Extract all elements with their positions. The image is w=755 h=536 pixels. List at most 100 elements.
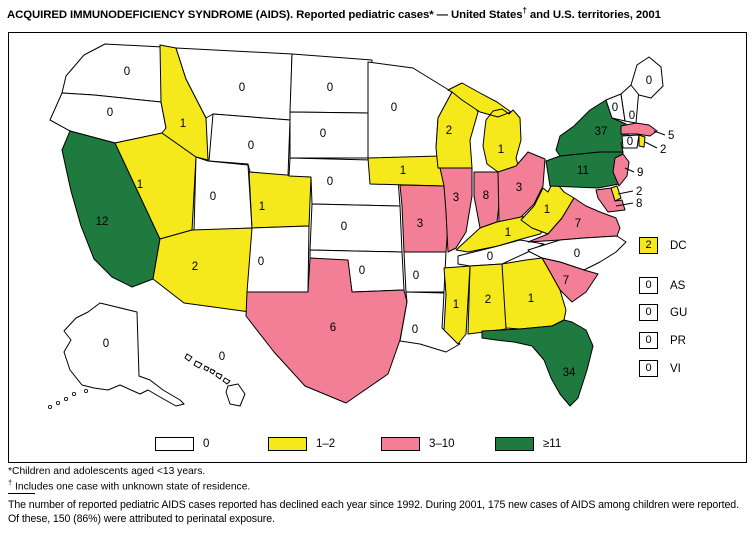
- state-value-NE: 0: [327, 176, 333, 188]
- territory-code-pr: PR: [670, 334, 686, 347]
- state-value-CA: 12: [96, 216, 109, 228]
- state-value-WI: 2: [446, 125, 452, 137]
- state-value-MO: 3: [417, 218, 423, 230]
- state-MO: [399, 184, 450, 253]
- state-value-VA: 7: [575, 218, 581, 230]
- state-LA: [399, 291, 461, 353]
- state-value-CT: 0: [627, 136, 633, 148]
- state-value-MT: 0: [239, 82, 245, 94]
- territory-box-vi: 0: [639, 360, 658, 377]
- legend-swatch-2: [381, 436, 420, 451]
- state-value-TX: 6: [330, 322, 336, 334]
- state-UT: [193, 156, 253, 232]
- legend-label-2: 3–10: [429, 437, 455, 450]
- territory-code-gu: GU: [670, 306, 688, 319]
- state-MI: [447, 82, 522, 173]
- footnote-children: *Children and adolescents aged <13 years…: [8, 466, 206, 477]
- figure-title: ACQUIRED IMMUNODEFICIENCY SYNDROME (AIDS…: [7, 6, 753, 21]
- callout-line-RI: [644, 141, 658, 149]
- territory-code-dc: DC: [670, 239, 687, 252]
- state-value-KS: 0: [341, 221, 347, 233]
- state-SD: [289, 111, 372, 159]
- state-value-TN: 0: [487, 251, 493, 263]
- aleutian-island-dot-4: [84, 388, 89, 393]
- state-value-OH: 3: [516, 182, 522, 194]
- figure-title-text: ACQUIRED IMMUNODEFICIENCY SYNDROME (AIDS…: [7, 8, 523, 21]
- state-value-NH: 0: [629, 110, 635, 122]
- state-HI: [184, 353, 246, 407]
- state-KS: [309, 203, 403, 253]
- state-value-LA: 0: [412, 324, 418, 336]
- state-NM: [246, 225, 310, 293]
- state-value-GA: 1: [528, 293, 534, 305]
- callout-line-MD: [615, 202, 634, 207]
- aleutian-island-dot-2: [56, 400, 61, 405]
- state-value-MS: 1: [453, 299, 459, 311]
- state-value-MI: 1: [498, 144, 504, 156]
- aleutian-island-dot-3: [48, 404, 53, 409]
- state-value-DE: 2: [636, 186, 642, 198]
- state-WV: [520, 179, 575, 235]
- figure-caption: The number of reported pediatric AIDS ca…: [8, 499, 739, 525]
- territory-row-pr: 0 PR: [639, 332, 686, 349]
- state-CT: [621, 134, 640, 149]
- legend-label-1: 1–2: [316, 437, 336, 450]
- territory-code-as: AS: [670, 279, 686, 292]
- state-TX: [245, 257, 408, 404]
- legend-item-3: ≥11: [495, 436, 561, 451]
- territory-row-dc: 2 DC: [639, 237, 687, 254]
- state-TN: [457, 239, 545, 267]
- footnote-dagger: †: [8, 478, 13, 487]
- territory-row-as: 0 AS: [639, 277, 685, 294]
- territory-row-vi: 0 VI: [639, 360, 681, 377]
- legend-label-3: ≥11: [543, 437, 562, 450]
- state-ME: [630, 56, 664, 99]
- state-value-AZ: 2: [192, 261, 198, 273]
- territory-row-gu: 0 GU: [639, 304, 687, 321]
- state-value-SC: 7: [563, 275, 569, 287]
- legend-swatch-1: [268, 436, 307, 451]
- callout-line-MA: [653, 130, 666, 136]
- legend-swatch-3: [495, 436, 534, 451]
- state-NC: [527, 235, 627, 271]
- callout-line-NJ: [624, 167, 635, 173]
- state-AK: [63, 302, 185, 407]
- state-WA: [61, 43, 164, 103]
- footnote-unknown-state-text: Includes one case with unknown state of …: [12, 481, 251, 493]
- state-value-AR: 0: [413, 270, 419, 282]
- state-MA: [620, 122, 658, 137]
- legend-item-1: 1–2: [268, 436, 335, 451]
- state-value-ME: 0: [646, 75, 652, 87]
- territory-box-as: 0: [639, 277, 658, 294]
- state-value-NM: 0: [258, 256, 264, 268]
- state-value-FL: 34: [563, 367, 576, 379]
- figure-title-dagger: †: [522, 6, 527, 15]
- legend-label-0: 0: [203, 437, 210, 450]
- legend-item-2: 3–10: [381, 436, 455, 451]
- state-value-IN: 8: [483, 190, 489, 202]
- state-value-NV: 1: [137, 179, 143, 191]
- state-NJ: [612, 153, 630, 187]
- state-value-NY: 37: [595, 126, 608, 138]
- state-value-WA: 0: [124, 66, 130, 78]
- state-value-ND: 0: [327, 82, 333, 94]
- state-value-AK: 0: [103, 338, 109, 350]
- state-value-PA: 11: [577, 165, 589, 177]
- state-value-VT: 0: [612, 102, 618, 114]
- state-IL: [439, 167, 473, 253]
- callout-line-DE: [617, 190, 634, 195]
- state-value-CO: 1: [259, 201, 265, 213]
- state-value-SD: 0: [320, 128, 326, 140]
- state-value-WV: 1: [544, 204, 550, 216]
- state-value-MA: 5: [668, 130, 674, 142]
- footnote-divider: [8, 493, 35, 494]
- state-CO: [248, 171, 312, 229]
- legend-swatch-0: [155, 436, 194, 451]
- state-MD: [595, 187, 626, 213]
- state-value-NC: 0: [574, 248, 580, 260]
- territory-box-pr: 0: [639, 332, 658, 349]
- state-value-OK: 0: [359, 265, 365, 277]
- state-value-RI: 2: [660, 144, 666, 156]
- territory-code-vi: VI: [670, 362, 681, 375]
